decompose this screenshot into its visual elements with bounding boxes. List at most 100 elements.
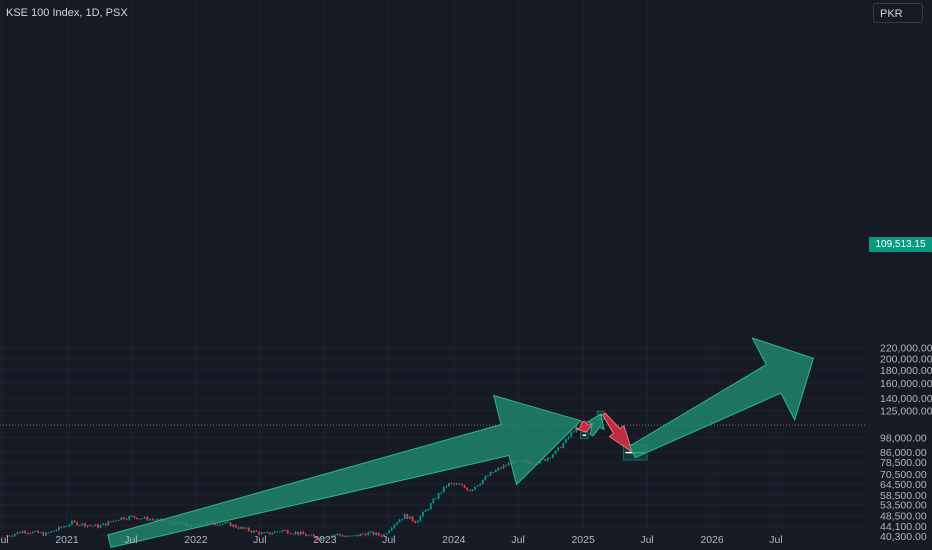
candle-body (159, 518, 162, 520)
candle-body (505, 465, 508, 467)
x-tick-label: Jul (769, 534, 782, 546)
candle-body (442, 486, 445, 493)
candle-body (541, 459, 544, 460)
down-arrow-drawing (574, 420, 595, 433)
candle-body (136, 517, 138, 520)
y-tick-label: 200,000.00 (880, 353, 932, 365)
candle-body (383, 534, 385, 537)
x-tick-label: Jul (0, 534, 9, 546)
candle-body (143, 516, 146, 519)
candle-body (385, 533, 388, 535)
candle-body (507, 463, 510, 466)
candle-body (13, 533, 16, 536)
candle-body (432, 498, 435, 504)
candle-body (86, 525, 89, 527)
candle-body (47, 532, 50, 534)
candle-body (219, 524, 222, 526)
up-arrow-drawing (586, 413, 605, 437)
candle-body (39, 532, 42, 534)
candle-body (99, 525, 102, 528)
candle-body (380, 535, 383, 537)
candle-body (372, 531, 375, 536)
y-tick-label: 86,000.00 (880, 447, 927, 459)
x-tick-label: Jul (511, 534, 524, 546)
y-tick-label: 53,500.00 (880, 500, 927, 512)
candle-body (463, 485, 466, 488)
candle-body (546, 457, 549, 461)
candle-body (26, 533, 29, 534)
candle-body (55, 529, 58, 531)
candle-body (570, 432, 573, 437)
arrow-drawings[interactable] (107, 337, 815, 548)
candle-body (307, 535, 310, 537)
candle-body (149, 519, 151, 521)
candle-body (240, 527, 242, 529)
candle-body (6, 535, 8, 537)
candle-body (292, 533, 294, 535)
candle-body (437, 493, 440, 499)
candle-body (325, 537, 328, 539)
candle-body (271, 533, 274, 535)
candle-body (216, 524, 219, 526)
candle-body (81, 523, 84, 526)
x-tick-label: 2023 (313, 534, 337, 546)
candle-body (364, 533, 367, 536)
candle-body (572, 431, 575, 433)
candle-body (424, 510, 427, 512)
candle-body (471, 489, 474, 492)
candle-body (245, 527, 248, 529)
candle-body (286, 530, 289, 534)
candle-body (68, 524, 71, 527)
candle-body (367, 532, 370, 536)
candle-body (117, 519, 120, 521)
candle-body (458, 483, 461, 485)
candle-body (11, 535, 14, 537)
candle-body (466, 487, 469, 491)
candle-body (232, 524, 235, 527)
candle-body (8, 535, 11, 537)
currency-button[interactable]: PKR (873, 3, 923, 23)
candle-body (71, 520, 73, 525)
price-axis[interactable]: 220,000.00200,000.00180,000.00160,000.00… (880, 343, 932, 543)
time-axis[interactable]: Jul 2021 Jul 2022 Jul 2023 Jul 2024 Jul 2025 Jul 20… (0, 534, 783, 546)
candle-body (328, 537, 331, 539)
candle-body (133, 516, 136, 518)
candle-body (502, 465, 505, 469)
candle-body (445, 486, 448, 488)
candle-body (349, 535, 352, 537)
candle-body (141, 518, 144, 520)
candle-body (318, 538, 320, 541)
candle-body (24, 531, 27, 534)
y-tick-label: 58,500.00 (880, 490, 927, 502)
candle-body (112, 520, 115, 522)
candle-body (115, 520, 118, 522)
candle-body (411, 516, 414, 521)
candle-body (247, 527, 250, 531)
candle-body (559, 447, 562, 449)
candle-body (440, 492, 443, 494)
candle-body (320, 537, 323, 541)
candle-body (110, 521, 112, 523)
candle-body (409, 516, 411, 519)
candle-body (227, 522, 229, 524)
candle-body (102, 523, 105, 526)
candle-body (494, 469, 497, 473)
candle-body (461, 484, 463, 486)
candle-body (354, 534, 357, 536)
candle-body (107, 521, 110, 526)
candle-body (567, 436, 570, 439)
y-tick-label: 44,100.00 (880, 521, 927, 533)
y-tick-label: 220,000.00 (880, 343, 932, 355)
candle-body (37, 530, 40, 533)
candle-body (242, 527, 245, 529)
candle-body (396, 522, 398, 525)
candle-body (549, 457, 552, 459)
x-tick-label: Jul (253, 534, 266, 546)
candle-body (481, 479, 484, 484)
candle-body (338, 533, 341, 536)
candle-body (429, 503, 432, 510)
candle-body (468, 490, 471, 492)
candle-body (76, 522, 79, 526)
candle-body (58, 526, 60, 530)
